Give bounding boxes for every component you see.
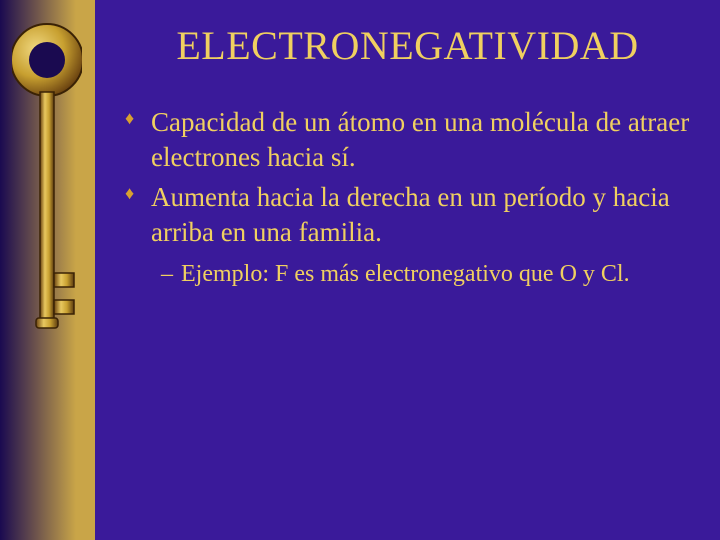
bullet-text: Capacidad de un átomo en una molécula de… [151,107,689,172]
content-area: ELECTRONEGATIVIDAD Capacidad de un átomo… [95,0,720,540]
bullet-item: Capacidad de un átomo en una molécula de… [125,105,700,174]
sub-bullet-item: Ejemplo: F es más electronegativo que O … [161,259,700,290]
bullet-text: Aumenta hacia la derecha en un período y… [151,182,670,247]
bullet-item: Aumenta hacia la derecha en un período y… [125,180,700,249]
bullet-list: Capacidad de un átomo en una molécula de… [115,105,700,249]
slide-title: ELECTRONEGATIVIDAD [115,22,700,69]
sub-bullet-list: Ejemplo: F es más electronegativo que O … [115,259,700,290]
sub-bullet-text: Ejemplo: F es más electronegativo que O … [181,261,630,287]
slide: ELECTRONEGATIVIDAD Capacidad de un átomo… [0,0,720,540]
key-icon [12,18,82,358]
sidebar [0,0,95,540]
